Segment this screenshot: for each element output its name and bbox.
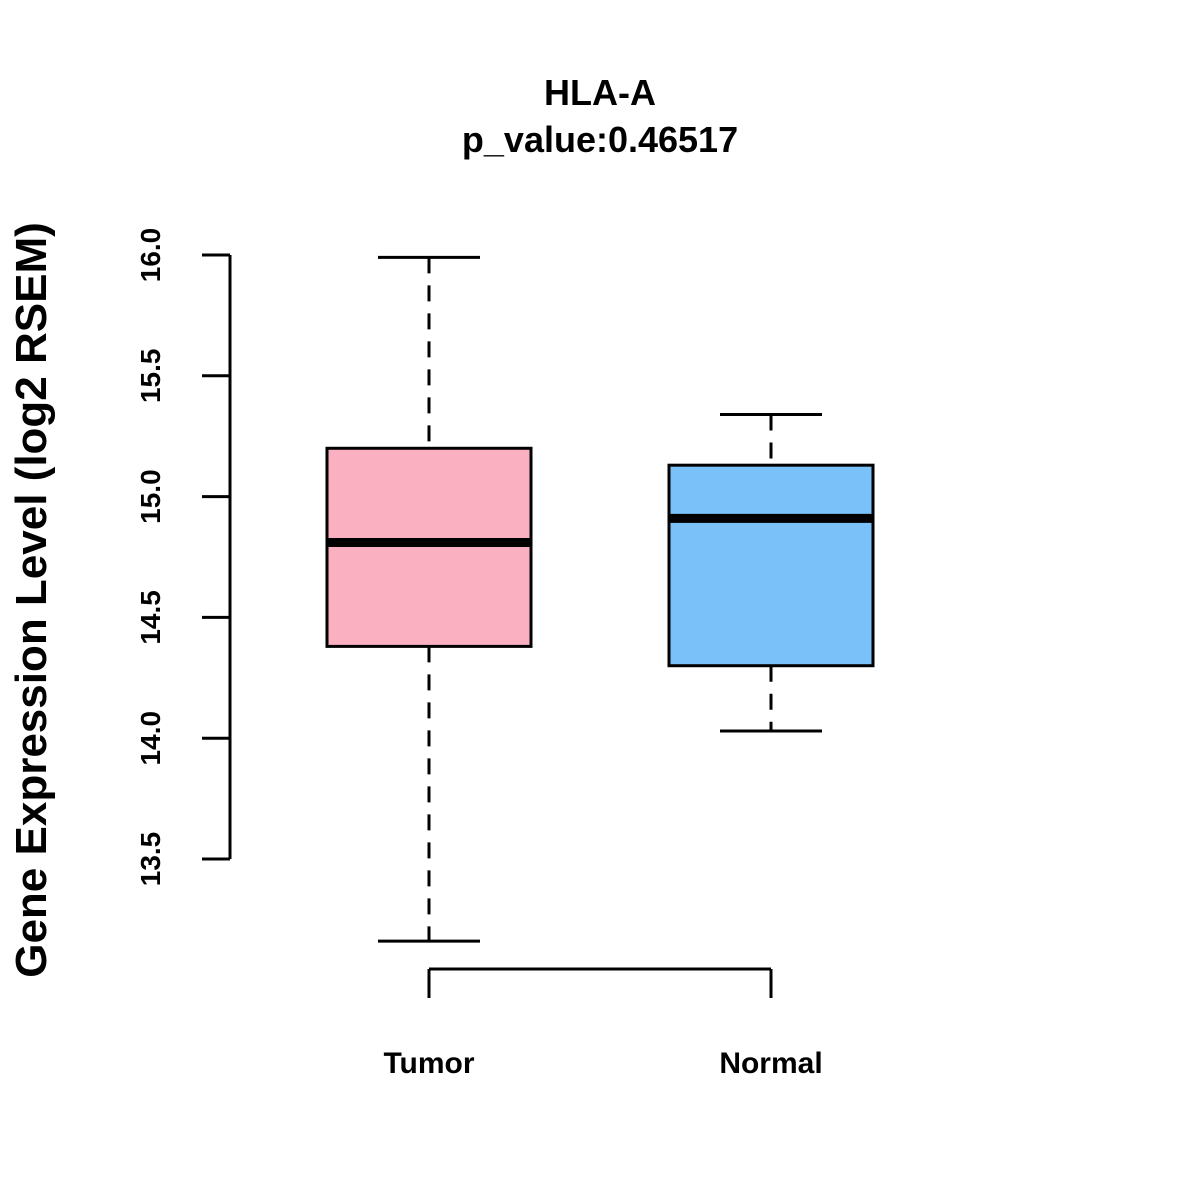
chart-title: HLA-A bbox=[544, 72, 656, 113]
boxes-group bbox=[325, 255, 875, 943]
y-axis-label: Gene Expression Level (log2 RSEM) bbox=[7, 222, 56, 978]
y-tick-label: 13.5 bbox=[135, 832, 166, 887]
y-tick-label: 16.0 bbox=[135, 228, 166, 283]
iqr-box bbox=[325, 446, 533, 648]
y-tick-label: 15.0 bbox=[135, 469, 166, 523]
x-axis: Tumor Normal bbox=[383, 967, 823, 1080]
x-tick-label-normal: Normal bbox=[719, 1047, 822, 1080]
x-tick-label-tumor: Tumor bbox=[383, 1047, 474, 1080]
y-axis: 13.5 14.0 14.5 15.0 15.5 16.0 bbox=[135, 228, 232, 887]
iqr-box bbox=[667, 463, 875, 668]
y-tick-label: 14.0 bbox=[135, 711, 166, 766]
box-tumor bbox=[325, 255, 533, 943]
y-tick-label: 15.5 bbox=[135, 349, 166, 404]
chart-subtitle: p_value:0.46517 bbox=[462, 119, 738, 160]
y-tick-label: 14.5 bbox=[135, 590, 166, 645]
box-normal bbox=[667, 412, 875, 733]
